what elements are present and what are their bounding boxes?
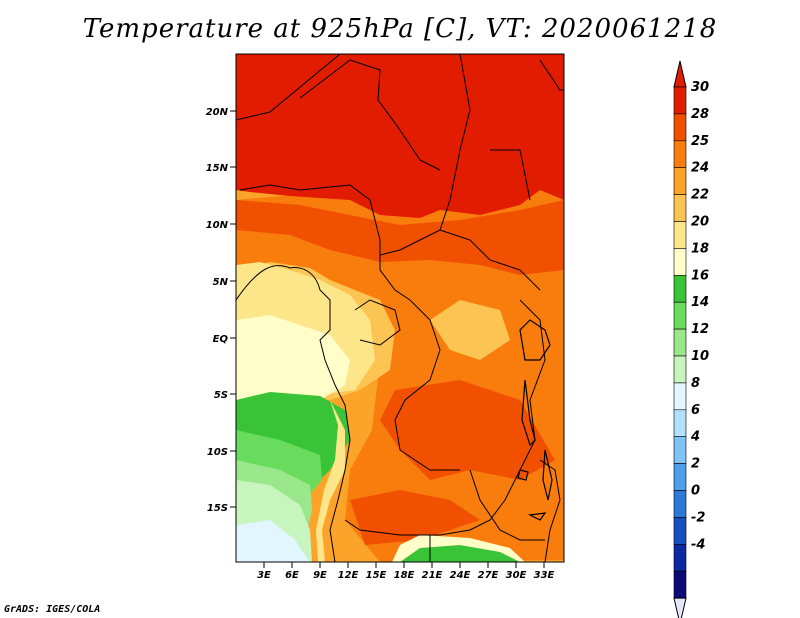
legend-swatch — [673, 570, 687, 599]
country-borders — [236, 54, 564, 562]
legend-swatch — [673, 328, 687, 357]
lat-axis — [230, 110, 236, 508]
legend-swatch — [673, 436, 687, 464]
lat-tick-label: EQ — [213, 334, 229, 345]
legend-label: 30 — [691, 80, 709, 95]
map-frame — [235, 53, 565, 563]
lon-tick-label: 6E — [285, 570, 299, 581]
legend-label: 4 — [690, 430, 700, 445]
credit-label: GrADS: IGES/COLA — [4, 604, 101, 615]
lat-tick-labels: 20N 15N 10N 5N EQ 5S 10S 15S — [206, 107, 229, 514]
legend-label: 8 — [691, 376, 700, 391]
lat-tick-label: 10N — [206, 220, 229, 231]
lon-tick-label: 27E — [478, 570, 499, 581]
legend-swatch — [673, 409, 687, 437]
lon-tick-label: 15E — [366, 570, 387, 581]
legend-top-triangle — [673, 60, 687, 88]
legend-label: 0 — [691, 484, 700, 499]
legend-label: -4 — [691, 537, 705, 552]
contour-18-southeast — [392, 535, 525, 562]
legend-label: 24 — [691, 161, 709, 176]
temperature-field — [236, 54, 564, 562]
lon-tick-label: 18E — [394, 570, 415, 581]
lakes — [517, 319, 553, 521]
legend-label: 22 — [691, 188, 709, 203]
legend-swatch — [673, 490, 687, 518]
lon-tick-label: 12E — [338, 570, 359, 581]
legend-label: 18 — [691, 241, 709, 256]
lat-tick-label: 15N — [206, 163, 229, 174]
legend-label: 2 — [691, 457, 700, 472]
legend-label: 25 — [691, 134, 709, 149]
lat-tick-label: 20N — [206, 107, 229, 118]
contour-28 — [236, 200, 564, 275]
legend-label: -2 — [691, 510, 705, 525]
lat-tick-label: 5S — [214, 390, 228, 401]
lon-axis — [263, 562, 545, 568]
legend-swatch — [673, 194, 687, 222]
lon-tick-label: 33E — [534, 570, 555, 581]
legend-swatch — [673, 86, 687, 115]
legend-swatch — [673, 517, 687, 545]
legend-label: 10 — [691, 349, 709, 364]
legend-swatch — [673, 140, 687, 169]
legend-bottom-triangle — [673, 597, 687, 618]
lat-tick-label: 5N — [213, 277, 229, 288]
legend-swatch — [673, 167, 687, 195]
legend-swatch — [673, 382, 687, 411]
legend-label: 28 — [691, 107, 709, 122]
lon-tick-label: 21E — [422, 570, 443, 581]
legend-label: 20 — [691, 215, 709, 230]
legend-swatch — [673, 274, 687, 303]
coastal-strip — [316, 400, 345, 562]
lat-tick-label: 10S — [207, 447, 228, 458]
legend-swatch — [673, 113, 687, 142]
contour-30 — [236, 54, 564, 218]
lon-tick-labels: 3E 6E 9E 12E 15E 18E 21E 24E 27E 30E 33E — [257, 570, 554, 581]
lon-tick-label: 3E — [257, 570, 271, 581]
legend-swatch — [673, 248, 687, 276]
legend-label: 6 — [691, 403, 700, 418]
lon-tick-label: 30E — [506, 570, 527, 581]
legend-swatch — [673, 355, 687, 384]
legend-swatch — [673, 543, 687, 572]
legend-swatch — [673, 301, 687, 330]
legend-label: 14 — [691, 295, 709, 310]
contour-18 — [236, 315, 350, 400]
legend-label: 12 — [691, 322, 709, 337]
legend-swatch — [673, 221, 687, 249]
lon-tick-label: 9E — [313, 570, 327, 581]
legend-swatch — [673, 463, 687, 491]
map-title: Temperature at 925hPa [C], VT: 202006121… — [82, 14, 718, 44]
lon-tick-label: 24E — [450, 570, 471, 581]
lat-tick-label: 15S — [207, 503, 228, 514]
contour-8 — [236, 520, 310, 562]
contour-22-east — [430, 300, 510, 360]
contour-28-south — [350, 490, 480, 545]
contour-28-interior — [380, 380, 555, 480]
legend-label: 16 — [691, 268, 709, 283]
